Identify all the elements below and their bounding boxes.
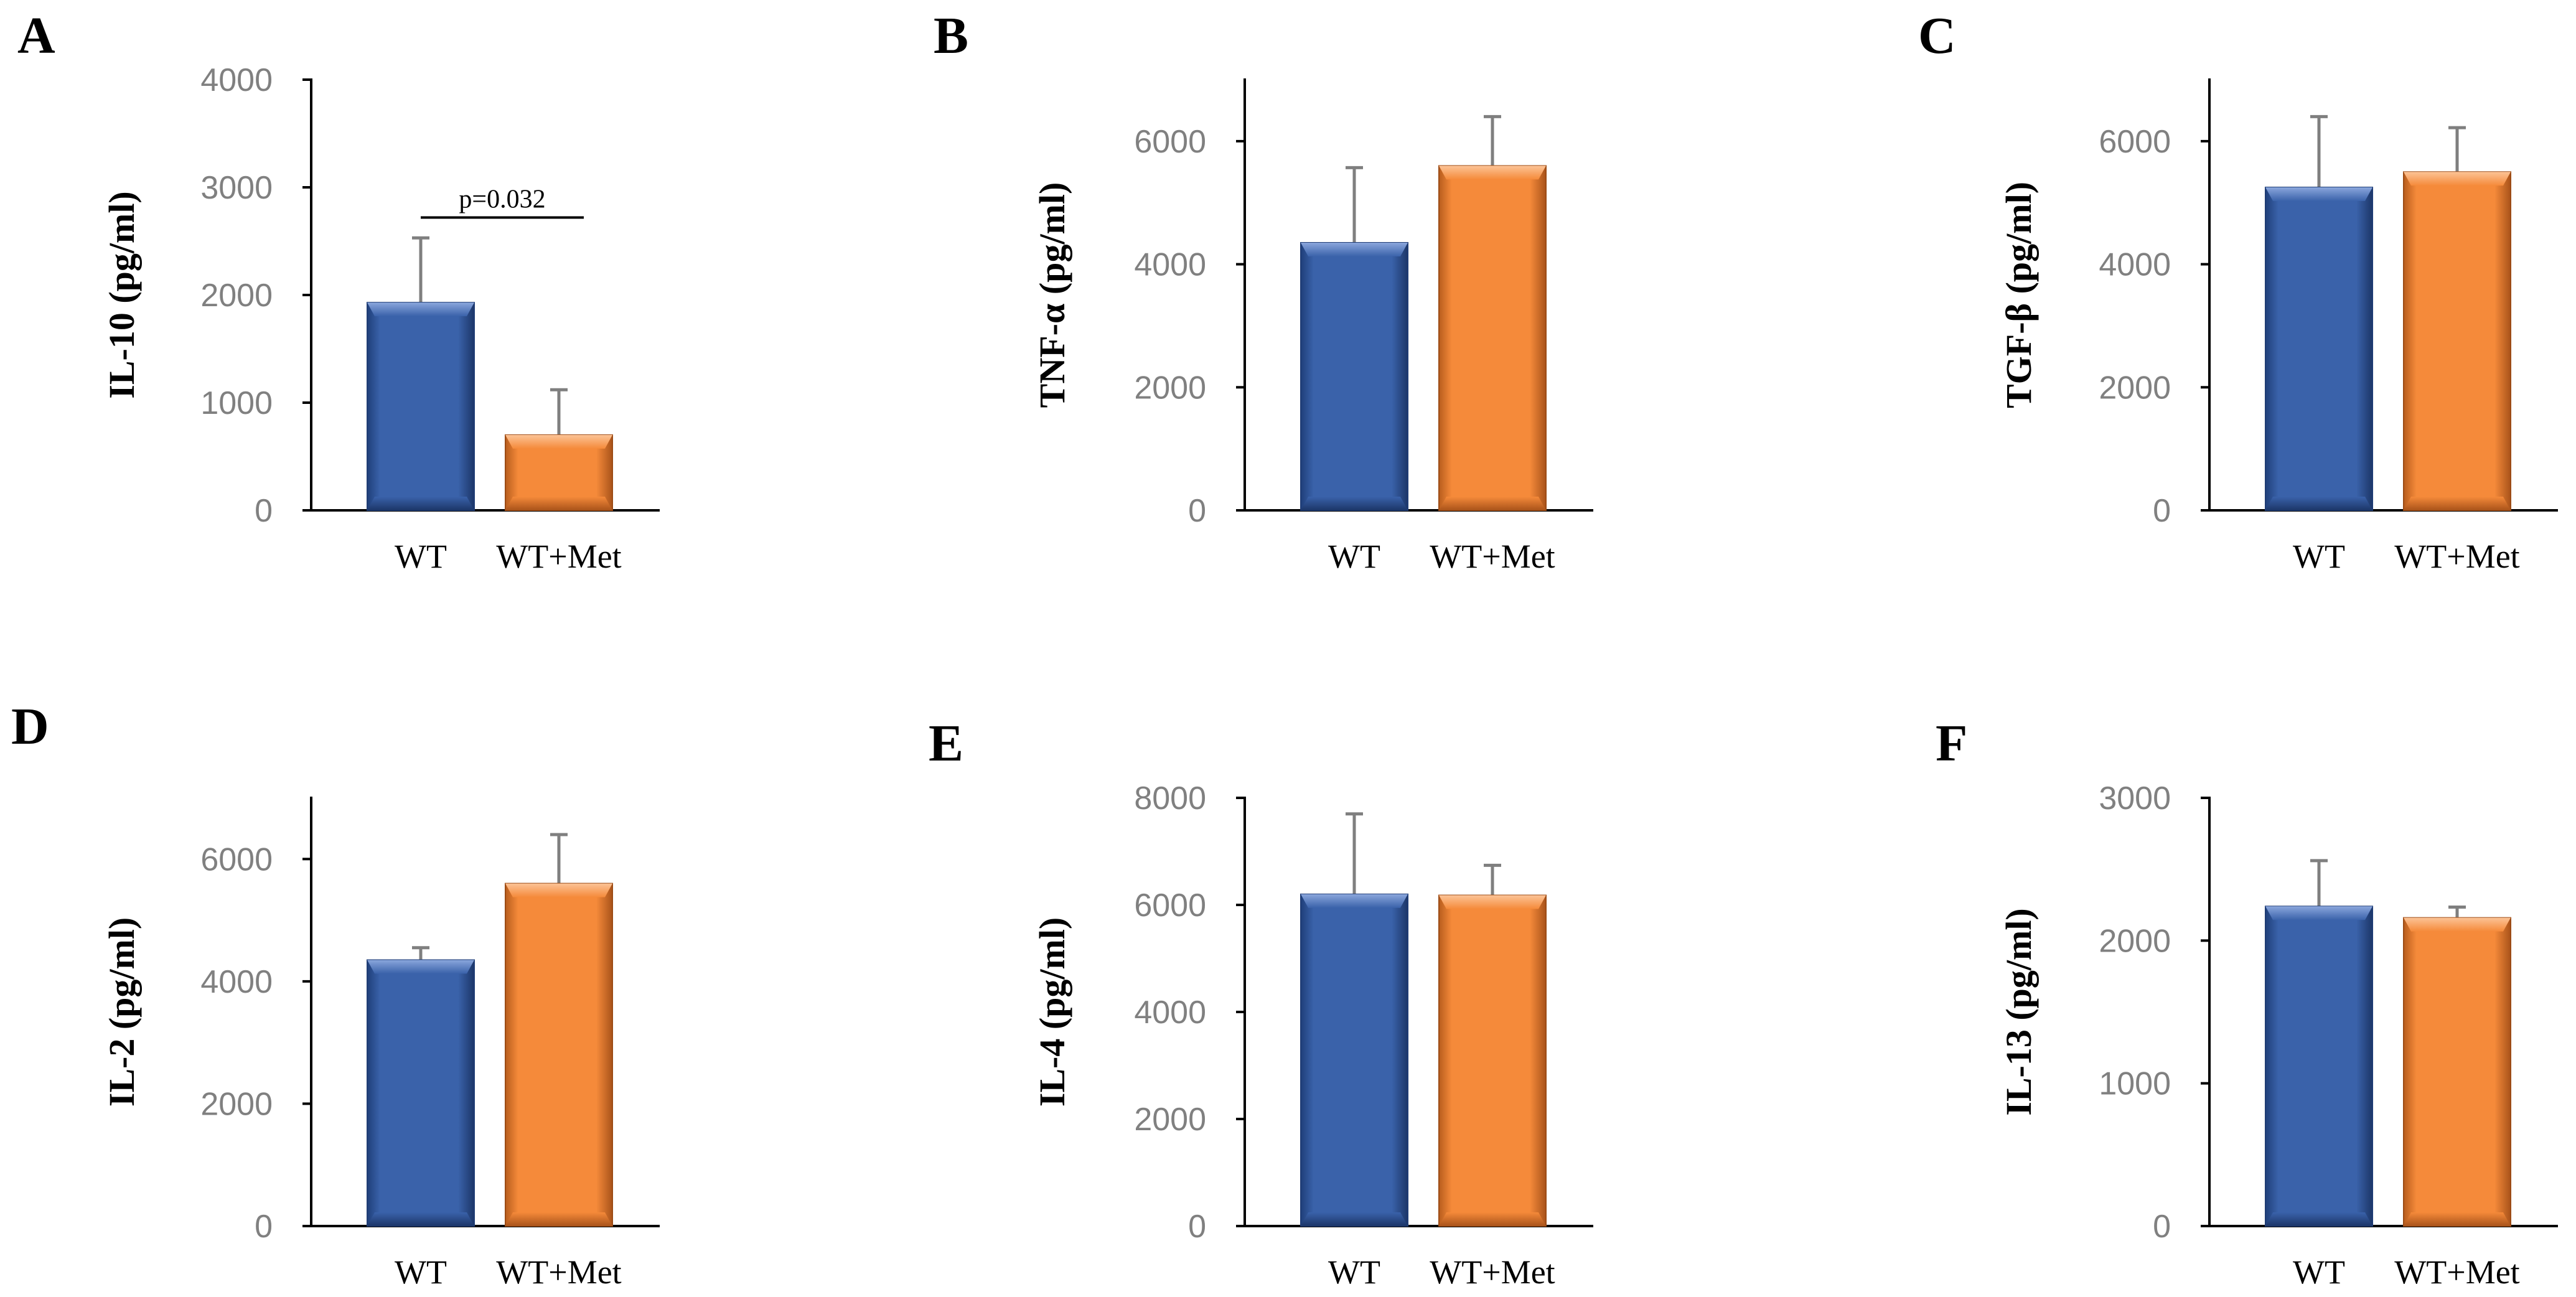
bar-bevel-top-wt bbox=[1301, 242, 1408, 256]
bar-wt[interactable] bbox=[2265, 187, 2373, 511]
panel-letter: F bbox=[1936, 714, 1967, 772]
bar-wt[interactable] bbox=[2265, 906, 2373, 1227]
y-tick-label: 2000 bbox=[1134, 1102, 1206, 1138]
bar-bevel-bottom-wt bbox=[367, 1212, 474, 1226]
x-category-label: WT+Met bbox=[1430, 1253, 1555, 1291]
y-tick-label: 6000 bbox=[1134, 124, 1206, 160]
panel-letter: A bbox=[17, 7, 55, 65]
x-category-label: WT bbox=[1328, 538, 1380, 575]
panel-e: E IL-4 (pg/ml) 0 2000 4000 6000 8000 WT WT+Met bbox=[929, 714, 1593, 1291]
bar-bevel-top-wt bbox=[367, 302, 474, 317]
y-tick-label: 1000 bbox=[2099, 1066, 2171, 1102]
y-axis-label: IL-4 (pg/ml) bbox=[1032, 917, 1072, 1107]
y-axis-label: IL-2 (pg/ml) bbox=[101, 917, 142, 1107]
y-axis-label: TGF-β (pg/ml) bbox=[1998, 182, 2039, 408]
y-tick-label: 2000 bbox=[200, 278, 273, 314]
bar-bevel-bottom-wt-met bbox=[1439, 1212, 1546, 1226]
panel-a: A IL-10 (pg/ml) 0 1000 2000 3000 4000 WT WT+Met p… bbox=[17, 7, 660, 575]
bar-wt[interactable] bbox=[367, 959, 475, 1227]
panel-b: B TNF-α (pg/ml) 0 2000 4000 6000 WT WT+Met bbox=[934, 7, 1593, 575]
y-tick-label: 0 bbox=[2153, 1209, 2171, 1245]
bar-wt[interactable] bbox=[1300, 893, 1408, 1227]
y-tick-label: 1000 bbox=[200, 385, 273, 421]
bar-bevel-top-wt bbox=[1301, 894, 1408, 908]
panel-d: D IL-2 (pg/ml) 0 2000 4000 6000 WT WT+Met bbox=[11, 698, 660, 1291]
bar-wt-met[interactable] bbox=[1438, 165, 1547, 511]
y-tick-label: 4000 bbox=[1134, 247, 1206, 283]
bar-bevel-bottom-wt bbox=[1301, 1212, 1408, 1226]
y-axis-label: IL-10 (pg/ml) bbox=[101, 191, 142, 399]
bar-wt-met[interactable] bbox=[1438, 894, 1547, 1227]
y-tick-label: 6000 bbox=[2099, 124, 2171, 160]
bar-wt[interactable] bbox=[367, 302, 475, 511]
bar-bevel-bottom-wt bbox=[1301, 497, 1408, 510]
y-tick-label: 0 bbox=[255, 493, 273, 529]
y-tick-label: 4000 bbox=[200, 964, 273, 1000]
y-axis-label: IL-13 (pg/ml) bbox=[1998, 908, 2039, 1116]
bar-wt-met[interactable] bbox=[2403, 171, 2511, 511]
p-value-annotation: p=0.032 bbox=[459, 185, 545, 213]
y-tick-label: 3000 bbox=[2099, 780, 2171, 817]
bar-wt[interactable] bbox=[1300, 241, 1408, 511]
bar-bevel-top-wt-met bbox=[1439, 895, 1546, 909]
bar-bevel-top-wt bbox=[367, 960, 474, 974]
x-category-label: WT bbox=[1328, 1253, 1380, 1291]
bar-bevel-top-wt-met bbox=[505, 883, 612, 897]
panel-letter: B bbox=[934, 7, 968, 65]
bar-bevel-bottom-wt bbox=[2265, 1212, 2372, 1226]
x-category-label: WT bbox=[395, 1253, 447, 1291]
y-tick-label: 2000 bbox=[200, 1086, 273, 1122]
x-category-label: WT+Met bbox=[1430, 538, 1555, 575]
y-tick-label: 2000 bbox=[1134, 370, 1206, 406]
y-tick-label: 6000 bbox=[1134, 887, 1206, 924]
panel-letter: C bbox=[1918, 7, 1956, 65]
y-axis-label: TNF-α (pg/ml) bbox=[1032, 182, 1072, 408]
x-category-label: WT+Met bbox=[2394, 1253, 2519, 1291]
y-tick-label: 4000 bbox=[1134, 995, 1206, 1031]
y-tick-label: 4000 bbox=[2099, 247, 2171, 283]
bar-bevel-top-wt bbox=[2265, 906, 2372, 920]
panel-f: F IL-13 (pg/ml) 0 1000 2000 3000 WT WT+Met bbox=[1936, 714, 2558, 1291]
bar-wt-met[interactable] bbox=[2403, 917, 2511, 1227]
bar-bevel-top-wt-met bbox=[2404, 172, 2511, 186]
x-category-label: WT bbox=[2293, 538, 2345, 575]
x-category-label: WT+Met bbox=[496, 538, 621, 575]
x-category-label: WT bbox=[2293, 1253, 2345, 1291]
y-tick-label: 3000 bbox=[200, 170, 273, 206]
bar-wt-met[interactable] bbox=[505, 883, 613, 1227]
bar-bevel-bottom-wt-met bbox=[505, 497, 612, 510]
x-category-label: WT+Met bbox=[496, 1253, 621, 1291]
y-tick-label: 0 bbox=[2153, 493, 2171, 529]
bar-bevel-top-wt bbox=[2265, 187, 2372, 201]
panel-letter: D bbox=[11, 698, 49, 756]
y-tick-label: 0 bbox=[1188, 1209, 1206, 1245]
bar-bevel-bottom-wt bbox=[367, 497, 474, 510]
x-category-label: WT bbox=[395, 538, 447, 575]
bar-bevel-top-wt-met bbox=[505, 434, 612, 449]
x-category-label: WT+Met bbox=[2394, 538, 2519, 575]
panel-letter: E bbox=[929, 714, 963, 772]
bar-bevel-bottom-wt-met bbox=[2404, 1212, 2511, 1226]
y-tick-label: 4000 bbox=[200, 62, 273, 98]
y-tick-label: 2000 bbox=[2099, 923, 2171, 959]
bar-bevel-top-wt-met bbox=[2404, 917, 2511, 932]
y-tick-label: 0 bbox=[255, 1209, 273, 1245]
bar-bevel-bottom-wt bbox=[2265, 497, 2372, 510]
bar-bevel-bottom-wt-met bbox=[505, 1212, 612, 1226]
y-tick-label: 8000 bbox=[1134, 780, 1206, 817]
y-tick-label: 0 bbox=[1188, 493, 1206, 529]
y-tick-label: 2000 bbox=[2099, 370, 2171, 406]
bar-bevel-bottom-wt-met bbox=[2404, 497, 2511, 510]
y-tick-label: 6000 bbox=[200, 841, 273, 878]
bar-bevel-top-wt-met bbox=[1439, 166, 1546, 180]
panel-c: C TGF-β (pg/ml) 0 2000 4000 6000 WT WT+Met bbox=[1918, 7, 2558, 575]
bar-bevel-bottom-wt-met bbox=[1439, 497, 1546, 510]
